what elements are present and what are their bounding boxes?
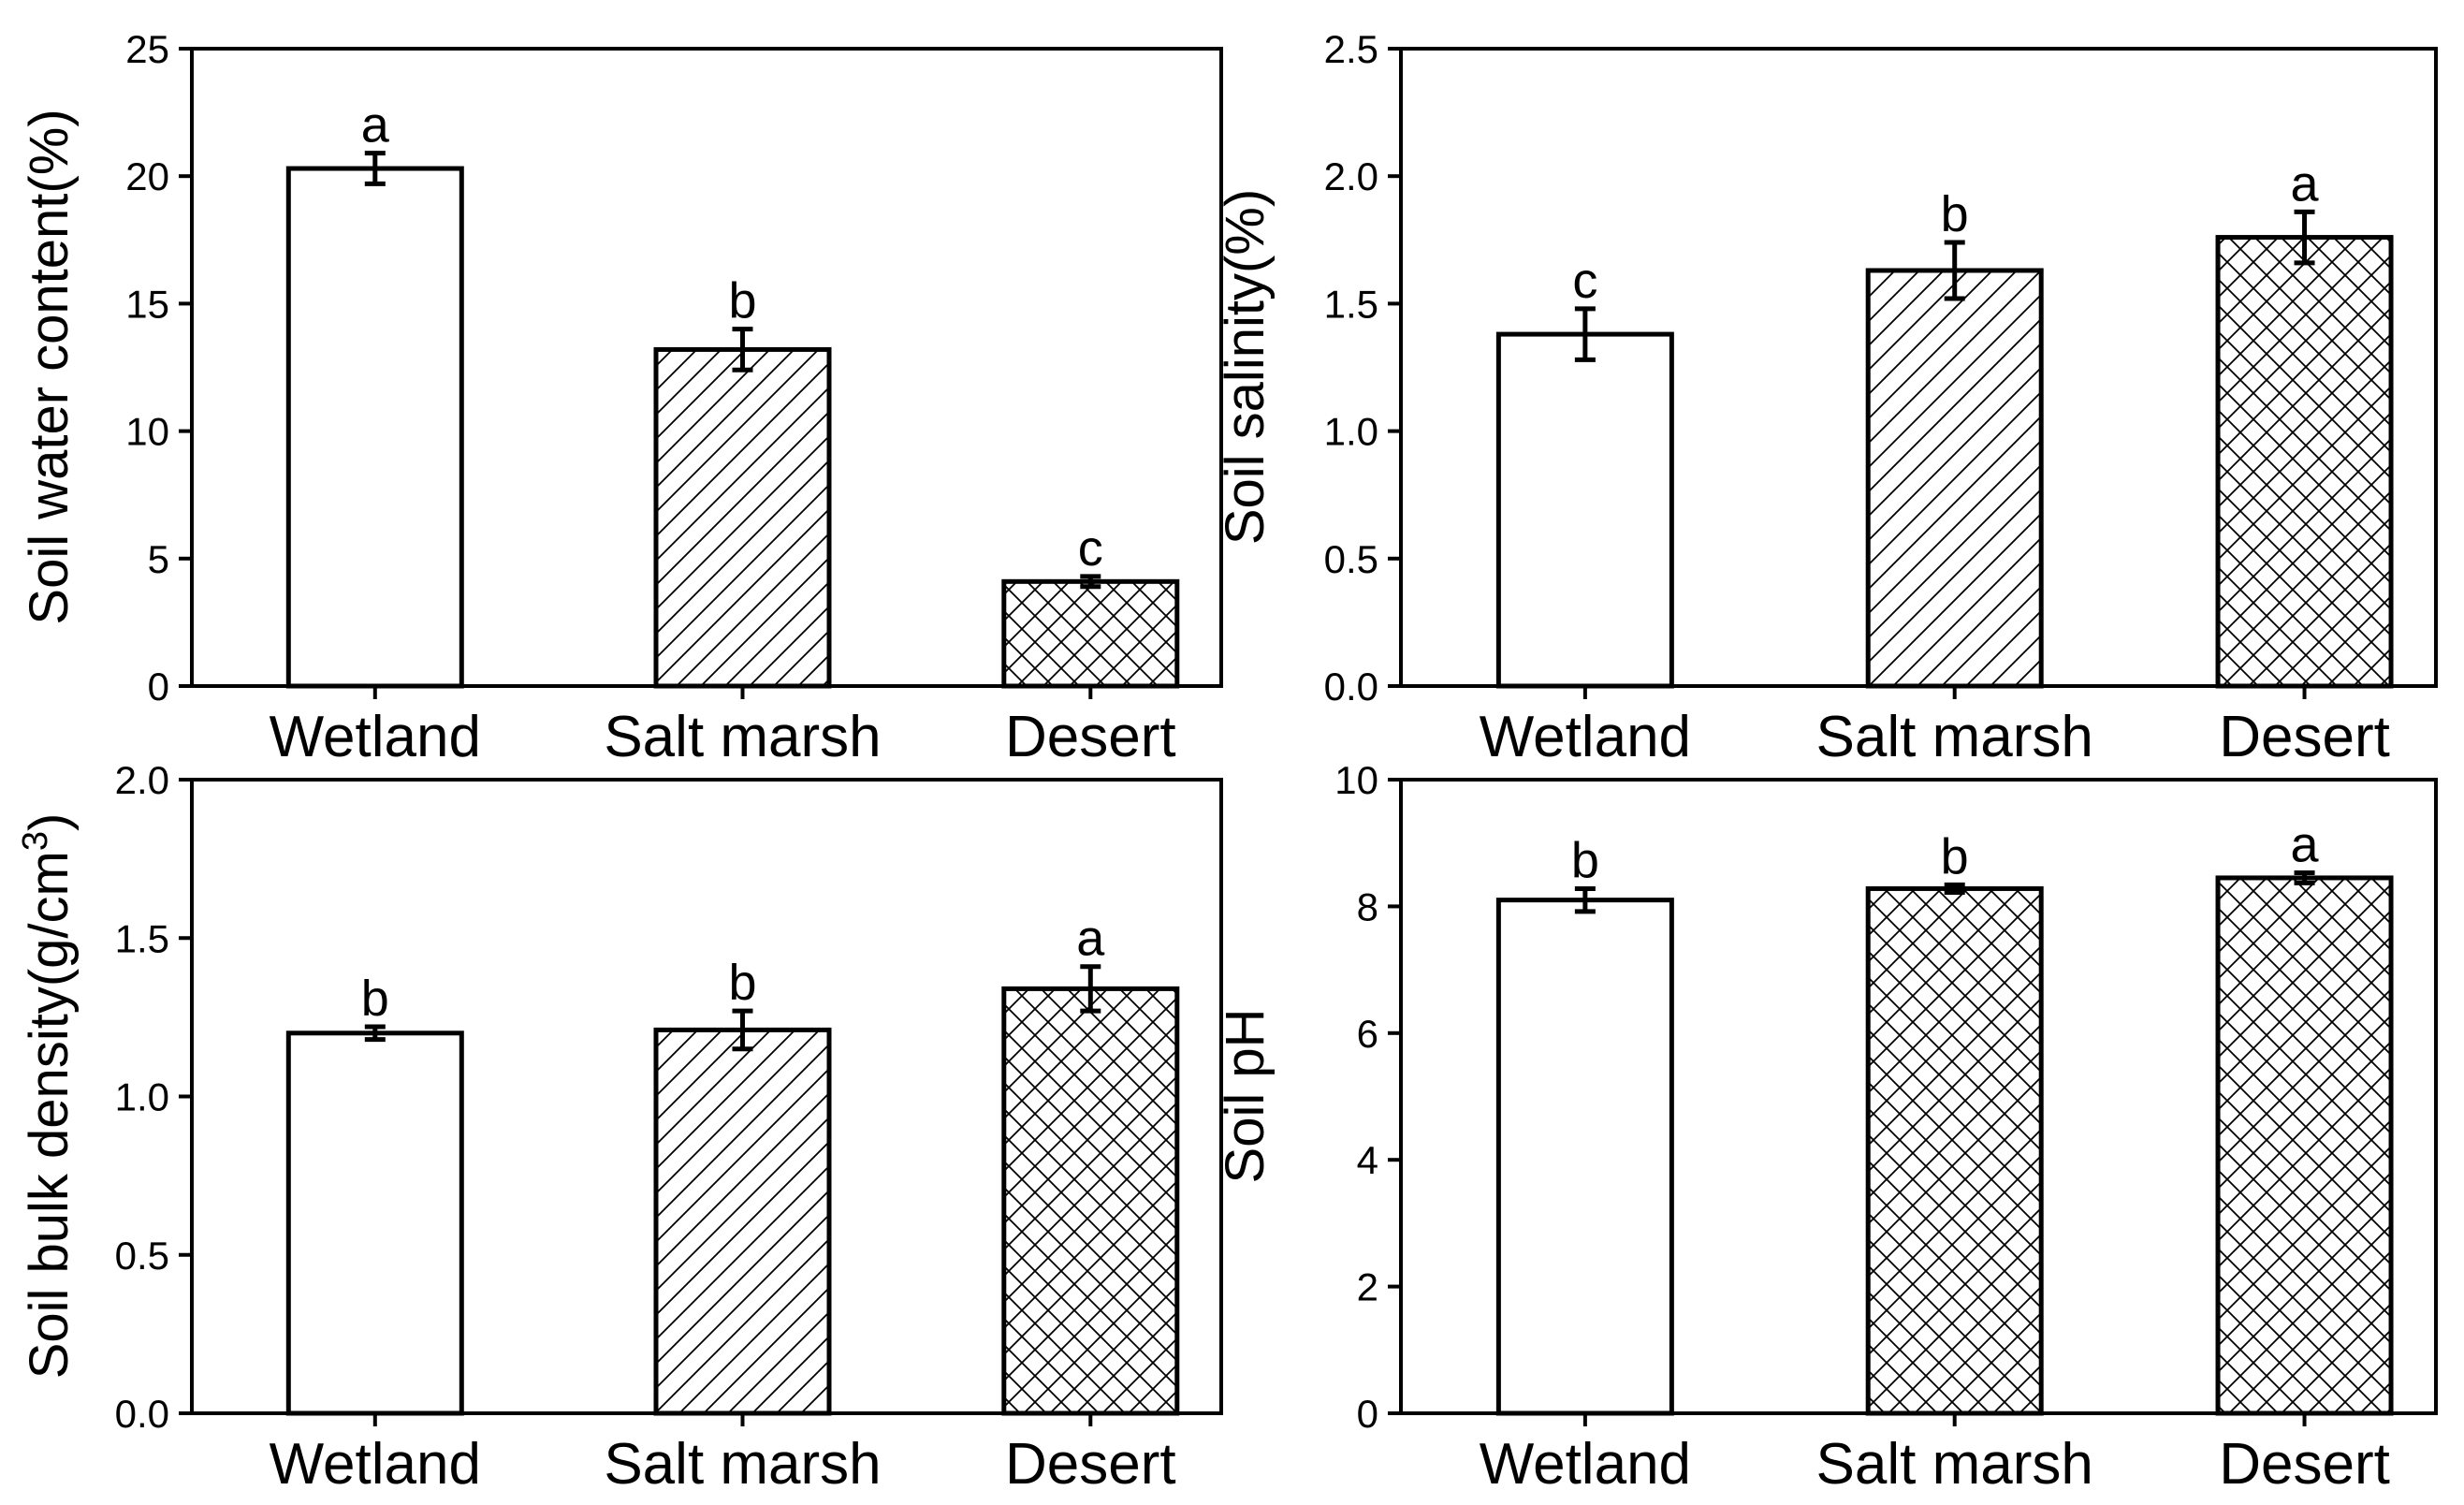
significance-label: a: [2291, 817, 2320, 873]
significance-label: b: [1571, 832, 1599, 888]
x-tick-label: Desert: [2219, 705, 2390, 769]
y-tick-label: 5: [148, 537, 169, 581]
y-tick-label: 2: [1357, 1265, 1378, 1309]
x-tick-label: Desert: [1005, 705, 1176, 769]
x-tick-label: Salt marsh: [1816, 1432, 2093, 1497]
bar-salt-marsh: [653, 1027, 832, 1416]
error-bar: [364, 151, 386, 186]
significance-label: b: [361, 971, 389, 1027]
y-tick-label: 4: [1357, 1138, 1378, 1182]
significance-label: a: [2291, 155, 2320, 212]
y-tick-label: 6: [1357, 1012, 1378, 1056]
y-tick-label: 25: [125, 27, 169, 71]
y-axis-title: Soil water content(%): [19, 109, 80, 624]
y-tick-label: 1.0: [115, 1075, 169, 1119]
error-bar: [1080, 964, 1101, 1014]
chart-panel-4: b Wetland b Salt marsh a Desert 0 2 4 6 8 10 Soil pH: [1215, 758, 2438, 1497]
y-tick-label: 0: [148, 665, 169, 709]
significance-label: b: [728, 273, 756, 329]
chart-panel-3: b Wetland b Salt marsh a Desert 0.0 0.5 1.0 1.5 2.…: [16, 758, 1223, 1497]
error-bar: [732, 1008, 753, 1052]
significance-label: c: [1078, 520, 1103, 577]
y-tick-label: 0.5: [1324, 537, 1378, 581]
y-tick-label: 0.5: [115, 1234, 169, 1278]
error-bar: [2294, 870, 2315, 885]
y-tick-label: 20: [125, 154, 169, 198]
bar-salt-marsh: [1865, 885, 2044, 1416]
bar-desert: [2215, 235, 2394, 689]
error-bar: [1574, 885, 1596, 914]
x-tick-label: Desert: [2219, 1432, 2390, 1497]
y-tick-label: 0: [1357, 1392, 1378, 1436]
significance-label: a: [1076, 911, 1105, 967]
bar-salt-marsh: [653, 346, 832, 689]
plot-frame: [190, 47, 1223, 688]
y-tick-label: 1.5: [115, 916, 169, 960]
y-tick-label: 0.0: [115, 1392, 169, 1436]
error-bar: [364, 1024, 386, 1043]
significance-label: b: [728, 955, 756, 1011]
chart-panel-1: a Wetland b Salt marsh c Desert 0 5 10 15 20 25 Soil…: [19, 27, 1223, 769]
y-tick-label: 1.5: [1324, 282, 1378, 326]
y-tick-label: 10: [1334, 758, 1378, 802]
x-tick-label: Salt marsh: [1816, 705, 2093, 769]
bar-desert: [2215, 875, 2394, 1416]
y-tick-label: 0.0: [1324, 665, 1378, 709]
x-tick-label: Salt marsh: [604, 1432, 881, 1497]
error-bar: [732, 327, 753, 373]
significance-label: a: [361, 97, 390, 153]
y-tick-label: 15: [125, 282, 169, 326]
bar-wetland: [1495, 898, 1674, 1416]
y-tick-label: 10: [125, 410, 169, 454]
y-axis-title: Soil pH: [1215, 1009, 1276, 1184]
significance-label: b: [1941, 828, 1969, 884]
x-tick-label: Wetland: [1480, 1432, 1691, 1497]
y-tick-label: 1.0: [1324, 410, 1378, 454]
error-bar: [1574, 306, 1596, 362]
bar-desert: [1001, 986, 1180, 1416]
error-bar: [1944, 882, 1965, 896]
bar-wetland: [285, 166, 464, 689]
plot-frame: [1399, 47, 2438, 688]
plot-frame: [1399, 778, 2438, 1415]
x-tick-label: Desert: [1005, 1432, 1176, 1497]
y-tick-label: 2.0: [115, 758, 169, 802]
bar-wetland: [285, 1030, 464, 1416]
significance-label: c: [1572, 253, 1597, 309]
error-bar: [1080, 574, 1101, 590]
x-tick-label: Wetland: [270, 1432, 481, 1497]
error-bar: [2294, 209, 2315, 266]
bar-desert: [1001, 578, 1180, 689]
chart-panel-2: c Wetland b Salt marsh a Desert 0.0 0.5 1.0 1.5 2.…: [1215, 27, 2438, 769]
x-tick-label: Salt marsh: [604, 705, 881, 769]
bar-salt-marsh: [1865, 268, 2044, 689]
y-tick-label: 8: [1357, 884, 1378, 928]
error-bar: [1944, 240, 1965, 301]
x-tick-label: Wetland: [1480, 705, 1691, 769]
significance-label: b: [1941, 186, 1969, 242]
x-tick-label: Wetland: [270, 705, 481, 769]
bar-wetland: [1495, 331, 1674, 689]
y-axis-title: Soil bulk density(g/cm3): [16, 813, 80, 1380]
y-tick-label: 2.5: [1324, 27, 1378, 71]
y-axis-title: Soil salinity(%): [1215, 189, 1276, 545]
y-tick-label: 2.0: [1324, 154, 1378, 198]
